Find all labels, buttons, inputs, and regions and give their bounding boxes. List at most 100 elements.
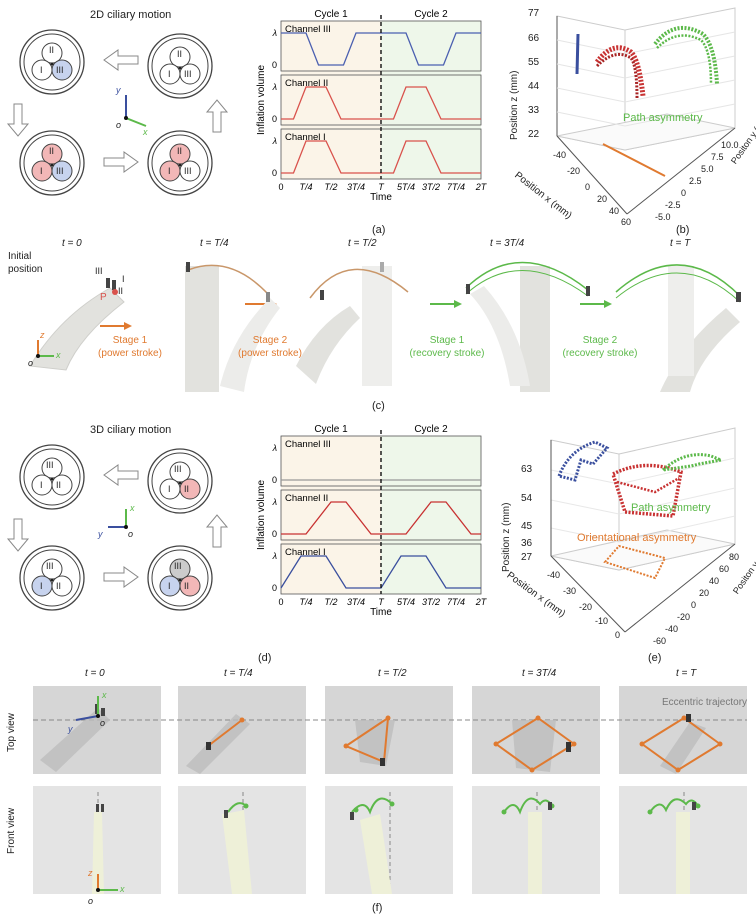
axis-z-label: z	[88, 868, 93, 878]
x-tick: -20	[579, 602, 593, 612]
y-axis-label: Positon y (mm)	[729, 110, 756, 166]
x-tick: 40	[609, 206, 620, 216]
caption-a: (a)	[372, 224, 386, 236]
y-tick: λ	[272, 497, 277, 507]
x-axis-label: Position x (mm)	[512, 170, 574, 222]
panel-f: t = 0 t = T/4 t = T/2 t = 3T/4 t = T Top…	[0, 662, 756, 918]
stage-sub: (power stroke)	[238, 348, 302, 359]
x-tick: 0	[615, 630, 621, 640]
x-tick: 0	[278, 597, 283, 607]
path-asymmetry-label: Path asymmetry	[623, 112, 703, 124]
x-tick: 3T/2	[422, 182, 440, 192]
x-tick: 7T/4	[447, 182, 465, 192]
time-label: t = T/4	[200, 238, 229, 249]
y-tick: λ	[272, 551, 277, 561]
x-tick: 5T/4	[397, 597, 415, 607]
roman-label: III	[184, 166, 192, 176]
y-tick: 0	[272, 60, 277, 70]
x-tick: 20	[597, 194, 608, 204]
stage-name: Stage 1	[429, 335, 465, 346]
roman-label: III	[46, 460, 54, 470]
roman-label: I	[40, 480, 43, 490]
caption-e: (e)	[648, 652, 662, 664]
roman-label: III	[56, 166, 64, 176]
x-tick: T/2	[324, 597, 337, 607]
x-tick: 0	[585, 182, 591, 192]
stage-sub: (recovery stroke)	[562, 348, 638, 359]
channel-label: III	[95, 266, 103, 276]
z-tick: 33	[528, 105, 540, 116]
cilium-state-3	[19, 130, 85, 196]
z-axis-label: Position z (mm)	[509, 70, 520, 140]
axis-origin-label: o	[128, 529, 134, 539]
y-tick: λ	[272, 28, 277, 38]
axis-x-label: x	[130, 503, 135, 513]
axis-x-label: x	[56, 350, 61, 360]
eccentric-trajectory-label: Eccentric trajectory	[662, 697, 748, 708]
time-label: t = 3T/4	[490, 238, 525, 249]
y-tick: 2.5	[689, 176, 702, 186]
y-axis-label: Inflation volume	[256, 65, 267, 135]
channel-series	[280, 555, 481, 589]
channel-label: I	[122, 274, 125, 284]
z-tick: 44	[528, 81, 540, 92]
roman-label: III	[46, 561, 54, 571]
z-axis-label: Position z (mm)	[501, 502, 512, 572]
x-tick: 0	[278, 182, 283, 192]
x-tick: -40	[553, 150, 567, 160]
roman-label: III	[174, 464, 182, 474]
axis-y-label: y	[68, 724, 73, 734]
channel-series	[281, 140, 481, 174]
x-tick: 2T	[475, 597, 488, 607]
x-tick: -40	[547, 570, 561, 580]
roman-label: II	[56, 581, 62, 591]
z-tick: 22	[528, 129, 540, 140]
y-tick: λ	[272, 82, 277, 92]
x-tick: -10	[595, 616, 609, 626]
axis-z-label: z	[40, 330, 45, 340]
time-label: t = 0	[85, 668, 105, 679]
channel-label: Channel III	[285, 24, 331, 35]
channel-label: II	[118, 286, 124, 296]
z-tick: 36	[521, 538, 533, 549]
x-tick: T/4	[299, 182, 312, 192]
x-tick: 3T/4	[347, 182, 365, 192]
time-label: t = 0	[62, 238, 82, 249]
channel-label: Channel I	[285, 547, 326, 558]
axis-origin-label: o	[88, 896, 94, 906]
panel-a-chart: Cycle 1 Cycle 2 λ 0 Channel III λ 0 Channel II λ…	[256, 9, 488, 203]
stage-name: Stage 1	[112, 335, 148, 346]
roman-label: II	[177, 146, 183, 156]
x-tick: T/4	[299, 597, 312, 607]
roman-label: I	[40, 65, 43, 75]
x-tick: T	[378, 597, 385, 607]
panel-d-title: 3D ciliary motion	[90, 424, 172, 436]
roman-label: II	[177, 49, 183, 59]
roman-label: II	[49, 45, 55, 55]
arrow-right	[103, 566, 139, 588]
stage-sub: (recovery stroke)	[409, 348, 485, 359]
cilium-state-3	[19, 545, 85, 611]
z-tick: 27	[521, 552, 533, 563]
initial-position-label: Initial position	[8, 251, 43, 275]
x-tick: 2T	[475, 182, 488, 192]
y-tick: 0	[272, 583, 277, 593]
cilium-state-2	[147, 448, 213, 514]
y-tick: 0	[272, 529, 277, 539]
caption-b: (b)	[676, 224, 690, 236]
axis-y-label: y	[98, 529, 103, 539]
path-asymmetry-label: Path asymmetry	[631, 502, 711, 514]
channel-series	[281, 86, 481, 120]
arrow-left	[103, 464, 139, 486]
orientational-asymmetry-label: Orientational asymmetry	[577, 532, 697, 544]
z-tick: 54	[521, 493, 533, 504]
z-tick: 63	[521, 464, 533, 475]
time-label: t = T	[670, 238, 691, 249]
y-axis-label: Positon y (mm)	[731, 540, 756, 596]
x-tick: 3T/4	[347, 597, 365, 607]
stage-name: Stage 2	[582, 335, 618, 346]
panel-d-schematic	[6, 444, 229, 611]
stage-sub: (power stroke)	[98, 348, 162, 359]
trajectory-red	[594, 45, 646, 97]
y-tick: -40	[665, 624, 679, 634]
